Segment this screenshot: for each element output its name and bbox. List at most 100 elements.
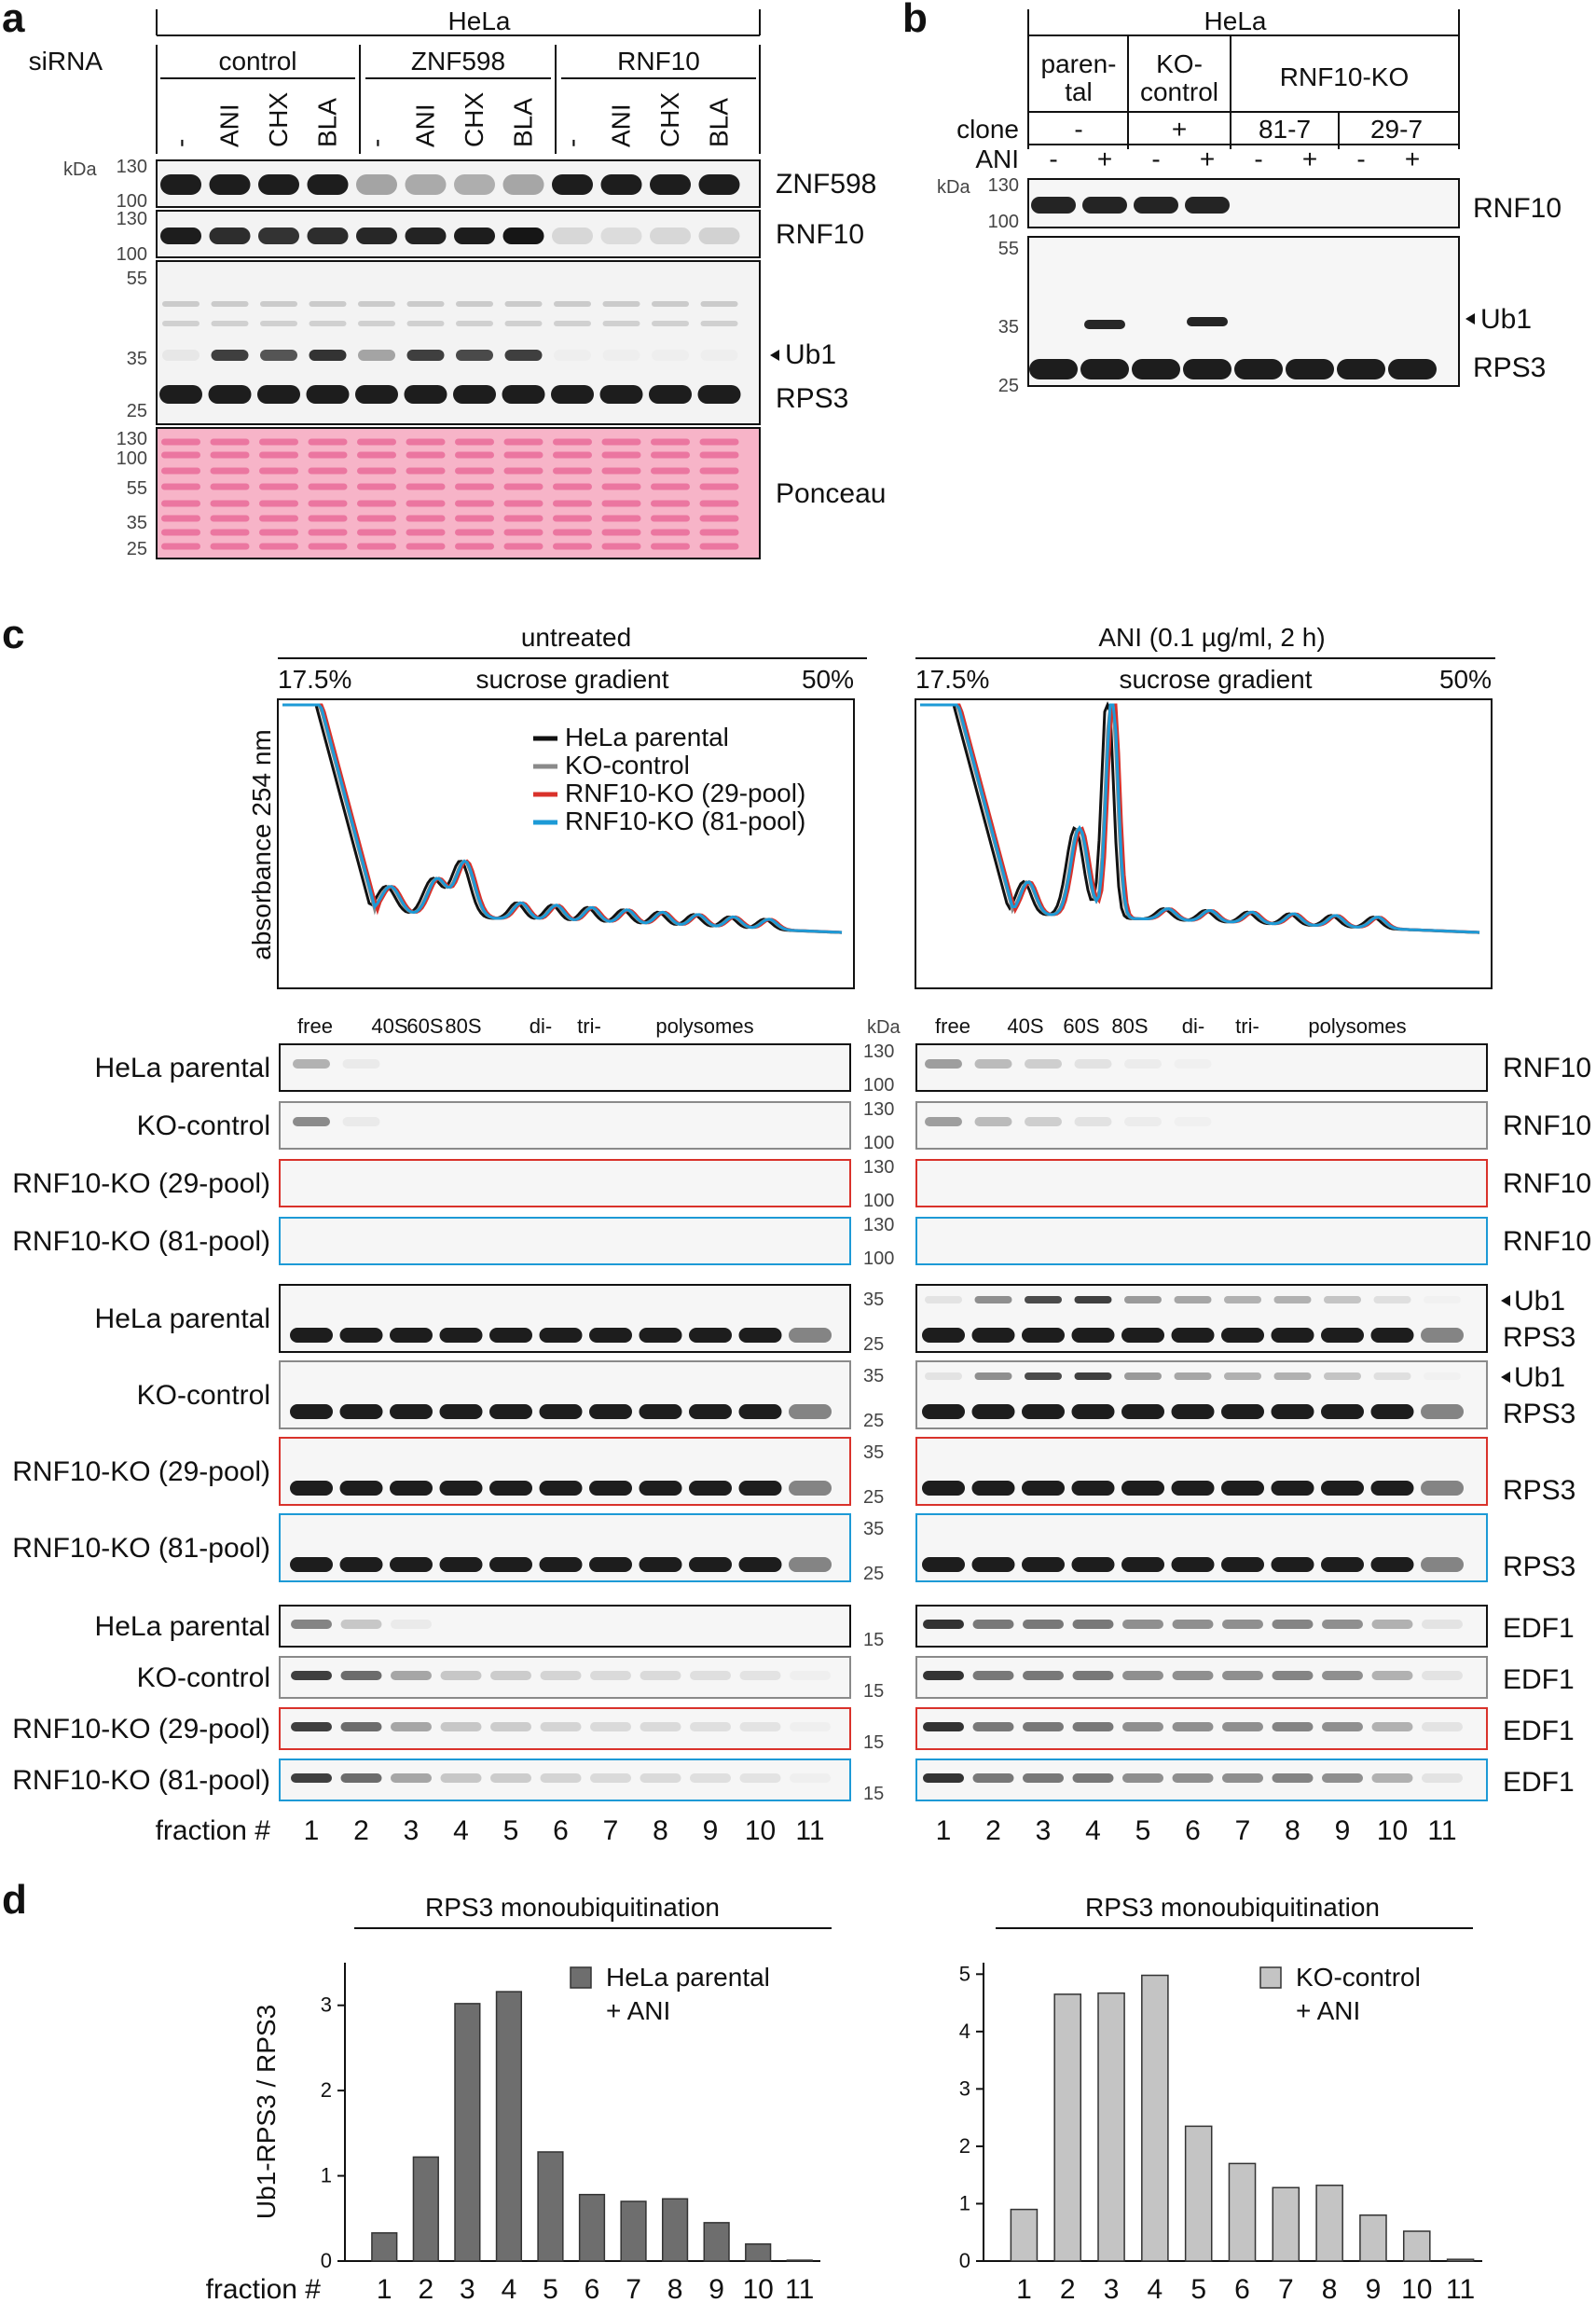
lane-label: - [166,139,195,147]
band-edf1-fraction [1222,1620,1263,1629]
band-rps3-fraction [922,1557,965,1572]
profile-plot-right [915,698,1493,989]
bar [745,2242,772,2262]
row-label: RNF10-KO (81-pool) [12,1765,270,1796]
peak-label: 40S [371,1014,407,1038]
band-rps3-fraction [339,1481,383,1496]
ponceau-band [455,438,494,446]
ponceau-band [161,467,200,475]
ponceau-band [553,529,592,536]
gradient-high-left: 50% [802,665,854,694]
ponceau-band [699,483,739,490]
ponceau-band [455,483,494,490]
fraction-number: 3 [404,1815,420,1846]
band-rps3 [697,385,741,404]
row-label: RNF10-KO (81-pool) [12,1533,270,1564]
band-rps3-fraction [1370,1557,1414,1572]
lane-label: BLA [509,98,538,147]
band-znf598 [307,174,349,195]
band-rps3-fraction [539,1557,583,1572]
group-label: paren- [1041,49,1117,78]
ponceau-band [308,483,348,490]
kda-tick: 35 [863,1366,884,1386]
fraction-number: 10 [1377,1815,1408,1846]
blot-name-Ponceau: Ponceau [776,478,886,509]
x-tick-label: 9 [709,2274,724,2305]
band-edf1-fraction [1222,1773,1263,1783]
ponceau-band [308,529,348,536]
band-edf1-fraction [1023,1722,1064,1731]
band-rps3-fraction [689,1404,732,1419]
band-ub1-b [1187,317,1228,326]
band-edf1-fraction [391,1671,432,1680]
bar [1184,2125,1213,2262]
band-background [406,321,445,326]
band-edf1-fraction [972,1722,1014,1731]
chart-title: RPS3 monoubiquitination [1085,1893,1380,1922]
ponceau-band [553,515,592,522]
band-ub1-b [1084,320,1125,329]
lane-label: CHX [460,92,488,147]
band-rnf10-fraction [293,1117,330,1126]
x-tick-label: 4 [1148,2274,1163,2305]
band-rps3-fraction [439,1328,483,1343]
band-edf1-fraction [1322,1722,1363,1731]
blot-name-edf1-c: EDF1 [1503,1664,1575,1695]
ponceau-band [161,543,200,550]
group-label: KO- [1156,49,1203,78]
bar [1010,2208,1039,2262]
ub1-arrowhead [770,350,779,361]
ponceau-band [455,467,494,475]
blot-name-rnf10-c: RNF10 [1503,1168,1591,1199]
ponceau-band [455,515,494,522]
blot-rnf10 [915,1217,1488,1265]
band-znf598 [454,174,495,195]
band-rps3 [159,385,202,404]
band-ub1-fraction [1074,1296,1112,1303]
band-ub1-rps3 [211,350,249,361]
band-edf1-fraction [1072,1773,1114,1783]
band-edf1-fraction [1422,1671,1463,1680]
ponceau-band [455,500,494,507]
legend-line: HeLa parental [606,1963,770,1992]
band-edf1-fraction [1222,1722,1263,1731]
band-ub1-rps3 [358,350,395,361]
blot-name-rps3-b: RPS3 [1473,352,1546,383]
band-rnf10-fraction [342,1059,380,1069]
band-edf1-fraction [291,1620,332,1629]
band-ub1-fraction [1224,1296,1261,1303]
band-background [652,321,689,326]
kda-tick: 130 [117,157,147,177]
band-rps3-fraction [1271,1481,1314,1496]
band-rps3-fraction [738,1404,782,1419]
kda-tick: 35 [863,1519,884,1539]
fraction-number: 5 [503,1815,519,1846]
band-edf1-fraction [1272,1620,1314,1629]
ponceau-band [651,529,690,536]
band-rps3-fraction [1321,1481,1364,1496]
band-rps3-fraction [1071,1481,1115,1496]
panel-b-cell-line: HeLa [1204,7,1267,35]
band-rps3 [404,385,447,404]
band-rps3-fraction [1271,1328,1314,1343]
row-label: RNF10-KO (29-pool) [12,1456,270,1487]
ani-sign: + [1302,145,1317,173]
ani-sign: - [1254,145,1262,173]
blot-name-RNF10: RNF10 [776,219,864,250]
band-rps3-b [1388,359,1437,379]
bar [661,2198,689,2262]
band-ub1-rps3 [603,350,640,361]
band-edf1-fraction [1122,1722,1163,1731]
fraction-number: 4 [1085,1815,1101,1846]
blot-rnf10 [279,1101,851,1150]
ponceau-band [699,451,739,459]
band-edf1-fraction [391,1722,432,1731]
band-rps3-fraction [689,1557,732,1572]
group-label: RNF10-KO [1280,62,1409,91]
band-rps3 [306,385,350,404]
band-rps3-fraction [922,1328,965,1343]
band-ub1-rps3 [701,350,738,361]
band-ub1-fraction [1424,1296,1461,1303]
band-rps3-fraction [1221,1404,1264,1419]
band-edf1-fraction [440,1671,482,1680]
